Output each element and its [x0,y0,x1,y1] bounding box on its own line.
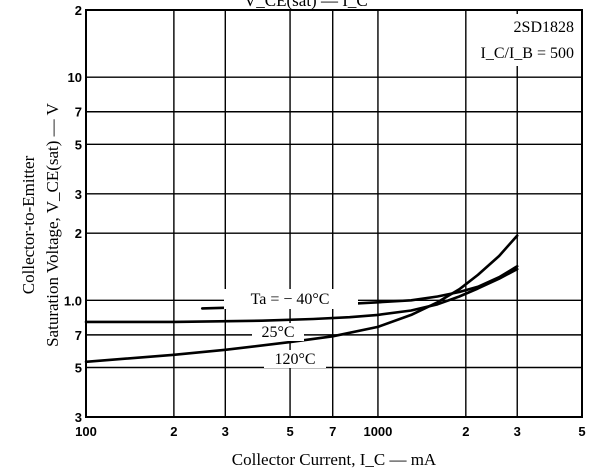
y-tick-label: 3 [75,410,82,425]
y-tick-label: 2 [75,3,82,18]
y-tick-label: 5 [75,137,82,152]
y-axis-label-line-1: Collector-to-Emitter [19,155,38,294]
series-line [84,267,519,324]
tick-labels: 100 2 3 5 7 1000 2 3 5 3 5 7 1.0 2 3 5 7 10 2 [64,3,586,439]
label-bg-minus40 [224,289,358,309]
chart-title: V_CE(sat) — I_C [244,0,368,10]
part-number-annotation: 2SD1828 [514,19,574,36]
x-tick-label: 2 [170,424,177,439]
x-tick-label: 5 [286,424,293,439]
series-label-minus40: Ta = − 40°C [251,291,330,308]
plot-frame [85,9,583,418]
annotation-box [474,14,578,66]
y-tick-label: 7 [75,105,82,120]
y-tick-label: 5 [75,360,82,375]
x-tick-label: 3 [514,424,521,439]
y-tick-label: 3 [75,187,82,202]
y-tick-label: 2 [75,226,82,241]
x-tick-label: 100 [75,424,97,439]
label-bg-25 [252,323,304,341]
condition-annotation: I_C/I_B = 500 [481,45,574,62]
y-tick-label: 7 [75,328,82,343]
series-label-25: 25°C [261,324,294,341]
series-label-120: 120°C [274,351,315,368]
x-tick-label: 1000 [363,424,392,439]
y-axis-label-line-2: Saturation Voltage, V_CE(sat) — V [43,102,62,347]
x-axis-label: Collector Current, I_C — mA [232,450,437,469]
x-tick-label: 7 [329,424,336,439]
y-tick-label: 10 [68,70,82,85]
x-tick-label: 5 [578,424,585,439]
y-tick-label: 1.0 [64,293,82,308]
x-tick-label: 3 [222,424,229,439]
series-line [84,234,519,364]
label-bg-120 [264,350,326,368]
x-tick-label: 2 [462,424,469,439]
